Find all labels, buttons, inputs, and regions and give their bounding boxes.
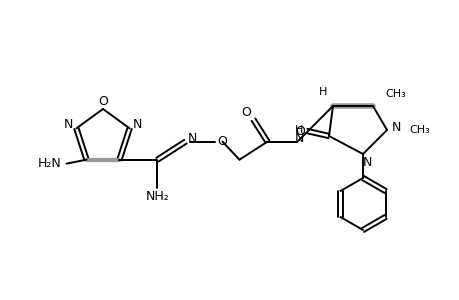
Text: H: H xyxy=(295,125,303,135)
Text: N: N xyxy=(63,118,73,131)
Text: N: N xyxy=(187,132,197,145)
Text: O: O xyxy=(98,94,108,107)
Text: O: O xyxy=(217,135,227,148)
Text: O: O xyxy=(294,124,304,137)
Text: H: H xyxy=(318,87,326,97)
Text: N: N xyxy=(391,121,400,134)
Text: N: N xyxy=(133,118,142,131)
Text: NH₂: NH₂ xyxy=(145,190,169,203)
Text: N: N xyxy=(362,155,371,169)
Text: H₂N: H₂N xyxy=(38,157,62,170)
Text: N: N xyxy=(294,132,303,145)
Text: O: O xyxy=(241,106,251,119)
Text: CH₃: CH₃ xyxy=(384,89,405,99)
Text: CH₃: CH₃ xyxy=(408,125,429,135)
